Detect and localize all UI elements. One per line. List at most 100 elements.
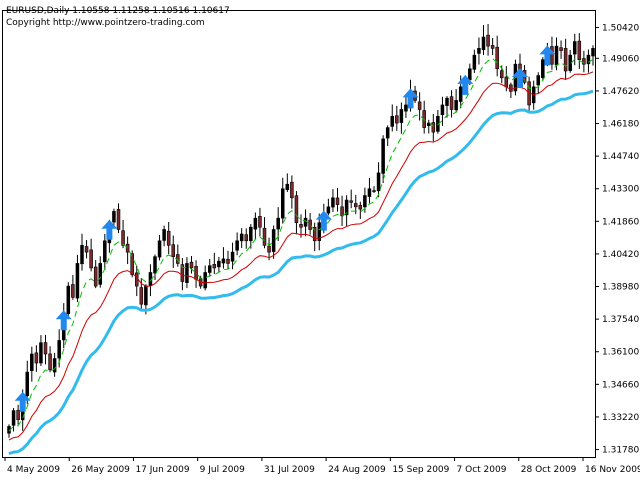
- bull-candle: [454, 100, 458, 110]
- bear-candle: [194, 266, 198, 280]
- bear-candle: [171, 244, 176, 257]
- bull-candle: [586, 54, 591, 65]
- bull-candle: [317, 222, 322, 241]
- bear-candle: [335, 197, 340, 205]
- bull-candle: [39, 342, 43, 364]
- y-tick-label: 1.41860: [602, 217, 639, 227]
- bull-candle: [230, 251, 235, 262]
- bear-candle: [509, 84, 513, 92]
- bear-candle: [504, 76, 509, 88]
- bear-candle: [577, 40, 582, 60]
- y-tick-label: 1.46180: [602, 120, 639, 130]
- bear-candle: [116, 209, 121, 230]
- bull-candle: [458, 86, 463, 102]
- bear-candle: [486, 34, 490, 47]
- bear-candle: [34, 352, 39, 364]
- bull-candle: [52, 358, 57, 373]
- bull-candle: [367, 188, 372, 197]
- y-tick-label: 1.47620: [602, 87, 639, 97]
- bear-candle: [84, 246, 89, 253]
- bull-candle: [285, 183, 290, 191]
- bull-candle: [376, 172, 381, 192]
- bull-candle: [75, 263, 80, 299]
- bull-candle: [253, 217, 258, 230]
- bull-candle: [481, 36, 486, 51]
- bear-candle: [353, 203, 358, 208]
- x-tick-label: 17 Jun 2009: [135, 465, 189, 475]
- bull-candle: [203, 272, 207, 289]
- bull-candle: [217, 260, 221, 268]
- bear-candle: [372, 190, 376, 192]
- x-tick-label: 16 Nov 2009: [585, 465, 640, 475]
- bull-candle: [239, 233, 244, 242]
- bull-candle: [25, 371, 30, 397]
- x-axis: 4 May 2009 26 May 2009 17 Jun 2009 9 Jul 20…: [4, 457, 640, 475]
- bear-candle: [294, 195, 299, 223]
- bear-candle: [262, 227, 267, 246]
- bull-candle: [280, 188, 285, 219]
- bear-candle: [267, 245, 271, 253]
- x-tick-label: 31 Jul 2009: [264, 465, 315, 475]
- bear-candle: [226, 258, 230, 264]
- bear-candle: [89, 249, 93, 269]
- bear-candle: [395, 115, 399, 124]
- buy-arrow-icon: [539, 45, 556, 66]
- bear-candle: [189, 261, 194, 269]
- plot-frame: [2, 10, 596, 458]
- bull-candle: [103, 240, 107, 263]
- bear-candle: [71, 284, 75, 298]
- y-tick-label: 1.38980: [602, 283, 639, 293]
- bull-candle: [207, 265, 212, 273]
- bull-candle: [162, 229, 166, 241]
- buy-arrows: [14, 45, 556, 412]
- bull-candle: [276, 217, 280, 230]
- bear-candle: [431, 122, 436, 133]
- bear-candle: [563, 48, 568, 72]
- bull-candle: [98, 263, 103, 285]
- buy-arrow-icon: [457, 74, 474, 95]
- symbol-header: EURUSD,Daily 1.10558 1.11258 1.10516 1.1…: [6, 6, 230, 16]
- x-tick-label: 24 Aug 2009: [328, 465, 386, 475]
- bear-candle: [43, 342, 48, 355]
- buy-arrow-icon: [14, 391, 31, 412]
- bull-candle: [221, 258, 226, 264]
- y-tick-label: 1.44740: [602, 152, 639, 162]
- bull-candle: [468, 68, 472, 81]
- bear-candle: [449, 96, 454, 110]
- y-tick-label: 1.33220: [602, 413, 639, 423]
- x-tick-label: 4 May 2009: [7, 465, 60, 475]
- bull-candle: [404, 104, 408, 112]
- bear-candle: [93, 266, 98, 287]
- bear-candle: [290, 181, 294, 199]
- buy-arrow-icon: [512, 68, 528, 89]
- y-tick-label: 1.37540: [602, 315, 639, 325]
- bull-candle: [445, 97, 449, 106]
- mid-ma-line: [8, 71, 594, 441]
- bull-candle: [440, 104, 445, 116]
- bull-candle: [344, 199, 349, 216]
- bull-candle: [185, 263, 189, 283]
- bear-candle: [312, 226, 317, 242]
- bull-candle: [477, 48, 481, 54]
- y-tick-label: 1.49060: [602, 54, 639, 64]
- bear-candle: [48, 353, 52, 371]
- bull-candle: [390, 115, 395, 127]
- bull-candle: [271, 229, 276, 252]
- bear-candle: [582, 58, 586, 65]
- bear-candle: [417, 101, 422, 110]
- bull-candle: [144, 285, 148, 306]
- x-tick-label: 28 Oct 2009: [521, 465, 577, 475]
- bull-candle: [112, 211, 116, 223]
- y-tick-label: 1.31780: [602, 446, 639, 456]
- bull-candle: [363, 195, 367, 208]
- fast-ma-line: [8, 57, 594, 432]
- bull-candle: [572, 41, 577, 55]
- buy-arrow-icon: [55, 310, 72, 331]
- bear-candle: [349, 200, 353, 203]
- buy-arrow-icon: [101, 219, 118, 240]
- y-tick-label: 1.50420: [602, 24, 639, 34]
- y-tick-label: 1.36100: [602, 348, 639, 358]
- bear-candle: [358, 205, 363, 210]
- bull-candle: [66, 285, 71, 314]
- bear-candle: [495, 46, 499, 70]
